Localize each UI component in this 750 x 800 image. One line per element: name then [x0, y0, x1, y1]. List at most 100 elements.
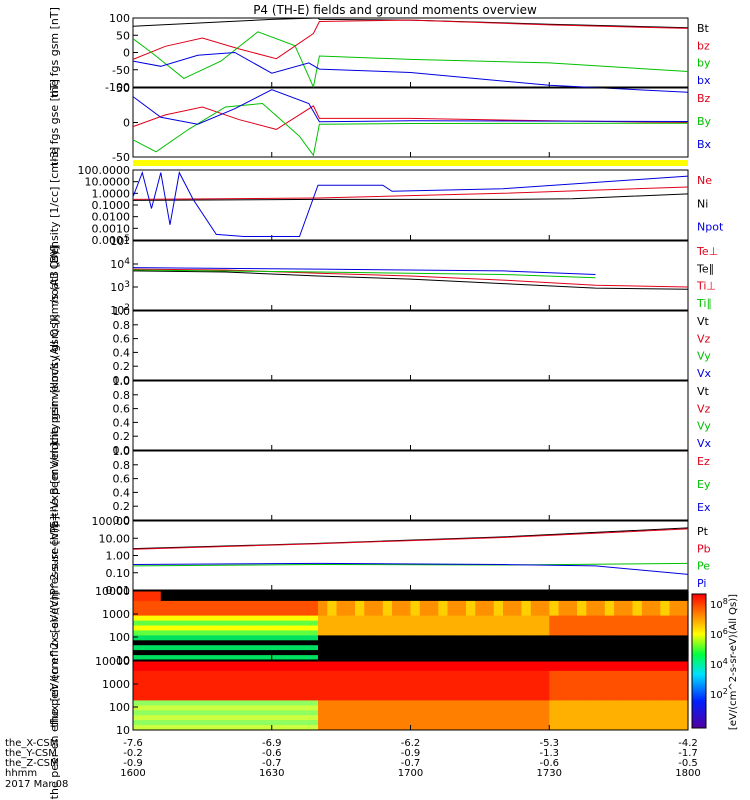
- heatmap-cell: [234, 670, 245, 677]
- heatmap-cell: [632, 605, 643, 612]
- heatmap-cell: [577, 630, 587, 636]
- heatmap-cell: [577, 595, 587, 602]
- heatmap-cell: [142, 645, 153, 651]
- heatmap-cell: [355, 620, 365, 626]
- heatmap-cell: [271, 685, 282, 691]
- heatmap-cell: [595, 620, 606, 626]
- heatmap-cell: [447, 675, 458, 682]
- colorbar-tick-label: 106: [710, 627, 728, 641]
- heatmap-cell: [678, 685, 689, 691]
- heatmap-cell: [466, 675, 476, 682]
- heatmap-cell: [170, 680, 180, 687]
- heatmap-cell: [577, 610, 587, 617]
- heatmap-cell: [364, 610, 375, 617]
- heatmap-cell: [641, 655, 652, 661]
- heatmap-cell: [475, 595, 486, 602]
- series-line-Npot: [132, 170, 689, 237]
- heatmap-cell: [632, 710, 643, 716]
- heatmap-cell: [170, 690, 180, 696]
- heatmap-cell: [567, 661, 578, 667]
- heatmap-cell: [614, 675, 624, 682]
- heatmap-cell: [170, 670, 180, 677]
- heatmap-cell: [678, 635, 689, 641]
- heatmap-cell: [179, 675, 190, 682]
- heatmap-cell: [447, 635, 458, 641]
- heatmap-cell: [503, 630, 513, 636]
- heatmap-cell: [410, 600, 421, 607]
- heatmap-cell: [133, 620, 143, 626]
- heatmap-cell: [586, 710, 597, 716]
- heatmap-cell: [586, 625, 597, 631]
- heatmap-cell: [188, 705, 199, 711]
- heatmap-cell: [188, 725, 199, 731]
- heatmap-cell: [364, 615, 375, 621]
- heatmap-cell: [429, 675, 439, 682]
- heatmap-cell: [197, 685, 208, 691]
- y-tick-label: 10: [116, 724, 130, 737]
- heatmap-cell: [586, 600, 597, 607]
- y-tick-label: 104: [110, 257, 130, 271]
- heatmap-cell: [355, 690, 365, 696]
- heatmap-cell: [188, 650, 199, 656]
- heatmap-cell: [456, 630, 467, 636]
- heatmap-cell: [318, 610, 328, 617]
- heatmap-cell: [456, 620, 467, 626]
- heatmap-cell: [142, 700, 153, 706]
- heatmap-cell: [632, 720, 643, 726]
- heatmap-cell: [660, 710, 671, 716]
- heatmap-cell: [678, 700, 689, 706]
- heatmap-cell: [225, 655, 236, 661]
- heatmap-cell: [355, 665, 365, 672]
- heatmap-cell: [669, 591, 680, 597]
- heatmap-cell: [456, 650, 467, 656]
- x-row-value: -0.9: [401, 748, 421, 759]
- heatmap-cell: [373, 600, 384, 607]
- heatmap-cell: [438, 680, 449, 687]
- heatmap-cell: [660, 695, 671, 701]
- x-row-value: -0.7: [262, 758, 282, 769]
- heatmap-cell: [207, 630, 217, 636]
- heatmap-cell: [447, 705, 458, 711]
- heatmap-cell: [355, 715, 365, 721]
- heatmap-cell: [318, 665, 328, 672]
- heatmap-cell: [179, 595, 190, 602]
- heatmap-cell: [355, 661, 365, 667]
- heatmap-cell: [364, 595, 375, 602]
- heatmap-cell: [641, 615, 652, 621]
- heatmap-cell: [244, 595, 254, 602]
- heatmap-cell: [253, 595, 264, 602]
- heatmap-cell: [151, 690, 162, 696]
- heatmap-cell: [382, 605, 393, 612]
- heatmap-cell: [641, 680, 652, 687]
- heatmap-cell: [373, 630, 384, 636]
- heatmap-cell: [549, 720, 560, 726]
- heatmap-cell: [475, 665, 486, 672]
- heatmap-cell: [540, 640, 550, 646]
- heatmap-cell: [549, 645, 560, 651]
- heatmap-cell: [641, 620, 652, 626]
- heatmap-cell: [318, 725, 328, 731]
- heatmap-cell: [133, 600, 143, 607]
- heatmap-cell: [669, 661, 680, 667]
- heatmap-cell: [438, 645, 449, 651]
- heatmap-cell: [216, 705, 227, 711]
- heatmap-cell: [558, 665, 569, 672]
- heatmap-cell: [549, 705, 560, 711]
- heatmap-cell: [392, 661, 402, 667]
- heatmap-cell: [456, 695, 467, 701]
- heatmap-cell: [207, 645, 217, 651]
- heatmap-cell: [262, 610, 273, 617]
- heatmap-cell: [308, 665, 319, 672]
- heatmap-cell: [456, 665, 467, 672]
- heatmap-cell: [595, 655, 606, 661]
- heatmap-cell: [669, 605, 680, 612]
- heatmap-cell: [160, 700, 171, 706]
- heatmap-cell: [271, 715, 282, 721]
- heatmap-cell: [382, 645, 393, 651]
- heatmap-cell: [669, 685, 680, 691]
- heatmap-cell: [179, 665, 190, 672]
- heatmap-cell: [623, 620, 634, 626]
- heatmap-cell: [271, 640, 282, 646]
- legend-entry: Vz: [697, 402, 711, 415]
- heatmap-cell: [170, 715, 180, 721]
